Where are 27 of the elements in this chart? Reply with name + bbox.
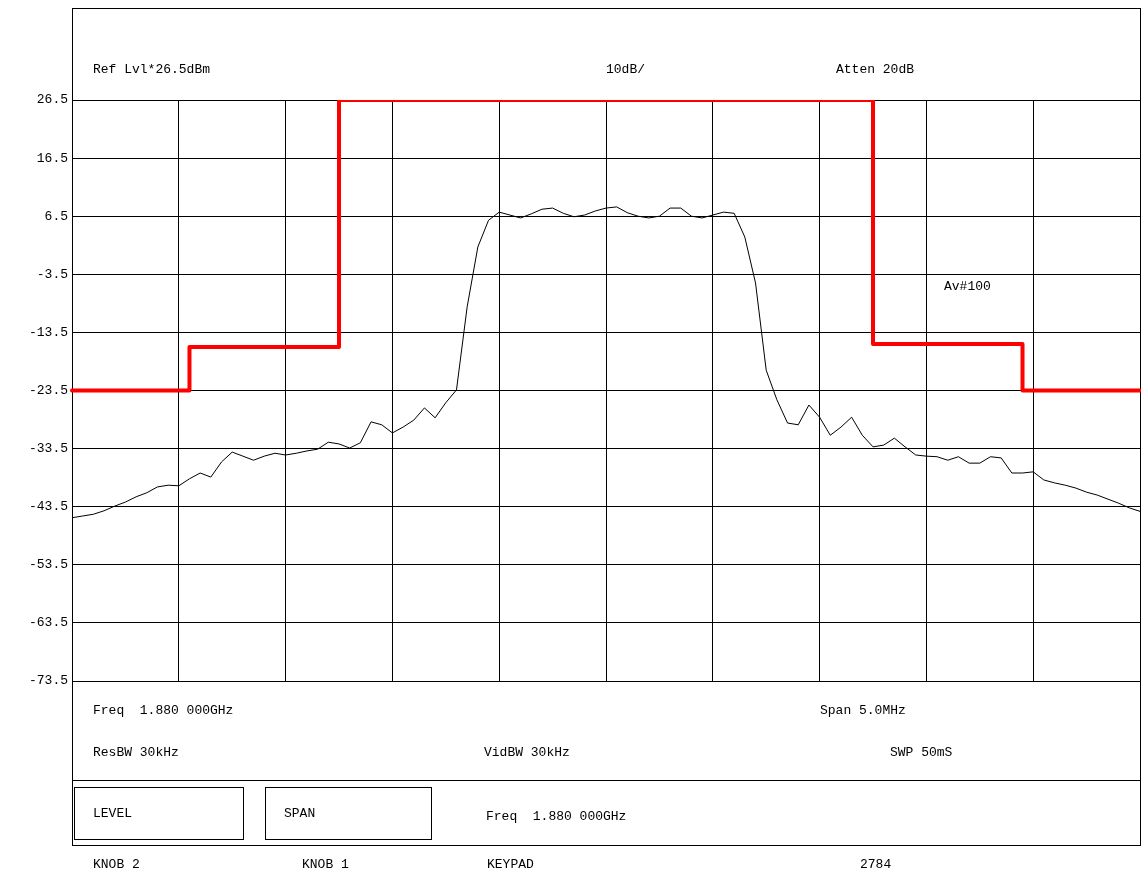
y-tick-label: -43.5 (28, 499, 68, 515)
y-tick-label: -3.5 (36, 266, 68, 282)
text: SPAN (265, 787, 432, 840)
text: VidBW 30kHz (484, 745, 570, 760)
y-tick-label: 6.5 (44, 208, 68, 224)
text: Span 5.0MHz (820, 703, 906, 718)
text: Atten 20dB (836, 62, 915, 77)
text: 10dB/ (606, 62, 646, 77)
text: KNOB 1 (302, 857, 349, 872)
text: KNOB 2 (93, 857, 140, 872)
y-tick-label: -23.5 (28, 382, 68, 398)
y-tick-label: -63.5 (28, 615, 68, 631)
text: Freq 1.880 000GHz (93, 703, 234, 718)
y-tick-label: -13.5 (28, 324, 68, 340)
text: 2784 (860, 857, 892, 872)
text: ResBW 30kHz (93, 745, 179, 760)
text: LEVEL (74, 787, 244, 840)
text: Ref Lvl*26.5dBm (93, 62, 211, 77)
annotation: Av#100 (944, 279, 991, 294)
y-tick-label: 16.5 (36, 150, 68, 166)
y-tick-label: 26.5 (36, 92, 68, 108)
y-tick-label: -53.5 (28, 557, 68, 573)
y-tick-label: -33.5 (28, 441, 68, 457)
y-tick-label: -73.5 (28, 673, 68, 689)
text: Freq 1.880 000GHz (486, 809, 627, 824)
text: KEYPAD (487, 857, 534, 872)
text: SWP 50mS (890, 745, 953, 760)
